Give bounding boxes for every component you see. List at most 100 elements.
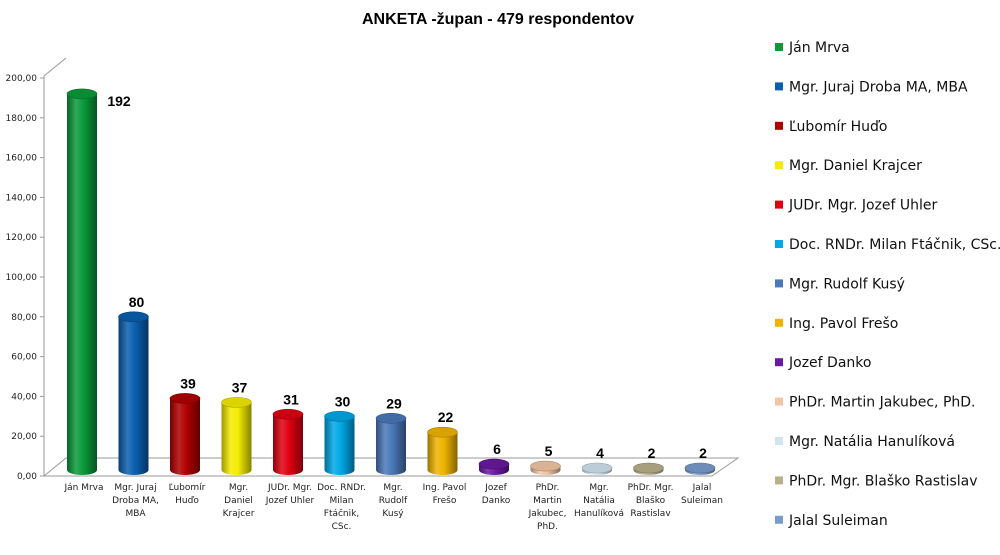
data-label: 6 (493, 441, 501, 457)
bar-body (273, 414, 303, 475)
bar-top (324, 410, 355, 422)
bar-body (170, 398, 200, 475)
y-tick-label: 0,00 (17, 472, 37, 482)
bar-top (530, 460, 561, 472)
legend-item: Mgr. Juraj Droba MA, MBA (775, 79, 968, 95)
y-tick-label: 20,00 (11, 432, 37, 442)
bar: 5 (530, 443, 561, 475)
data-label: 37 (232, 379, 248, 395)
category-label: JUDr. Mgr. Jozef Uhler (265, 483, 315, 506)
data-label: 22 (438, 409, 454, 425)
bar-body (67, 93, 97, 476)
legend-label: Mgr. Rudolf Kusý (789, 276, 905, 292)
bar-top (684, 462, 716, 474)
legend-label: Mgr. Juraj Droba MA, MBA (789, 79, 968, 95)
bar: 2 (633, 445, 664, 475)
bar: 2 (684, 445, 716, 475)
legend-label: Jalal Suleiman (788, 513, 888, 529)
y-tick-label: 180,00 (6, 114, 38, 124)
data-label: 39 (180, 375, 196, 391)
data-label: 4 (596, 445, 604, 461)
y-tick-label: 120,00 (6, 233, 38, 243)
bar: 29 (375, 395, 407, 475)
bar-top (221, 397, 252, 408)
legend-swatch (775, 515, 783, 524)
legend-swatch (775, 240, 783, 248)
data-label: 31 (283, 391, 299, 407)
bar-top (478, 458, 510, 470)
data-label: 2 (648, 445, 656, 461)
legend-swatch (775, 476, 783, 485)
legend-label: PhDr. Mgr. Blaško Rastislav (789, 473, 978, 489)
category-label: Jozef Danko (482, 483, 511, 506)
bar: 22 (427, 409, 458, 475)
legend-label: Mgr. Natália Hanulíková (789, 434, 955, 450)
legend-label: Jozef Danko (788, 355, 871, 371)
y-axis-depth-line (43, 57, 67, 77)
category-label: PhDr. Martin Jakubec, PhD. (528, 483, 567, 532)
category-label: Doc. RNDr. Milan Ftáčnik, CSc. (317, 483, 366, 532)
bar-top (66, 88, 98, 100)
legend-item: JUDr. Mgr. Jozef Uhler (775, 198, 938, 214)
category-label: Jalal Suleiman (681, 483, 723, 506)
bar: 192 (66, 88, 131, 476)
category-label: Mgr. Natália Hanulíková (574, 483, 624, 519)
y-tick-label: 100,00 (6, 273, 38, 283)
bar-body (221, 402, 252, 475)
bar-top (633, 462, 664, 474)
bar: 37 (221, 379, 252, 475)
bar-top (118, 311, 149, 323)
legend-item: Mgr. Natália Hanulíková (775, 434, 955, 450)
data-label: 29 (386, 395, 402, 411)
y-tick-label: 40,00 (11, 392, 37, 402)
legend-swatch (775, 279, 783, 288)
legend-swatch (775, 358, 783, 367)
legend-item: Ľubomír Huďo (775, 119, 887, 135)
legend-label: Mgr. Daniel Krajcer (789, 158, 922, 174)
y-tick-label: 60,00 (11, 353, 37, 363)
data-label: 80 (129, 294, 145, 310)
bar: 39 (169, 375, 201, 475)
bar-body (324, 416, 355, 475)
legend-swatch (775, 121, 783, 130)
bar-body (118, 316, 149, 475)
legend-item: PhDr. Martin Jakubec, PhD. (775, 395, 975, 411)
legend-label: Ján Mrva (788, 40, 850, 56)
legend-swatch (775, 161, 783, 170)
legend-item: PhDr. Mgr. Blaško Rastislav (775, 473, 978, 489)
bar: 30 (324, 393, 355, 475)
bar-top (272, 409, 304, 420)
bar-top (427, 426, 458, 438)
legend-item: Mgr. Daniel Krajcer (775, 158, 922, 174)
y-tick-label: 160,00 (6, 154, 38, 164)
y-tick-label: 200,00 (6, 74, 38, 84)
legend-swatch (775, 200, 783, 209)
data-label: 192 (107, 93, 131, 109)
bar-body (376, 418, 406, 475)
legend-item: Doc. RNDr. Milan Ftáčnik, CSc. (775, 237, 1000, 253)
y-tick-label: 140,00 (6, 193, 38, 203)
data-label: 2 (699, 445, 707, 461)
legend-label: JUDr. Mgr. Jozef Uhler (788, 198, 938, 214)
legend-label: PhDr. Martin Jakubec, PhD. (789, 395, 975, 411)
bar-top (169, 393, 201, 404)
legend-item: Jalal Suleiman (775, 513, 888, 529)
legend: Ján Mrva Mgr. Juraj Droba MA, MBA Ľubomír … (775, 40, 1000, 529)
legend-item: Jozef Danko (775, 355, 871, 371)
legend-swatch (775, 437, 783, 445)
category-label: Mgr. Rudolf Kusý (379, 483, 408, 519)
bar-top (581, 462, 613, 474)
category-labels: Ján Mrva Mgr. Juraj Droba MA, MBA Ľubomír Huď… (63, 483, 723, 532)
legend-item: Ján Mrva (775, 40, 850, 56)
legend-swatch (775, 318, 783, 327)
category-label: PhDr. Mgr. Blaško Rastislav (628, 483, 674, 519)
category-label: Ľubomír Huďo (169, 483, 206, 506)
y-tick-label: 80,00 (11, 313, 37, 323)
category-label: Ján Mrva (63, 483, 103, 493)
data-label: 5 (545, 443, 553, 459)
bar: 31 (272, 391, 304, 475)
legend-label: Ing. Pavol Frešo (789, 316, 898, 332)
category-label: Ing. Pavol Frešo (423, 483, 467, 506)
